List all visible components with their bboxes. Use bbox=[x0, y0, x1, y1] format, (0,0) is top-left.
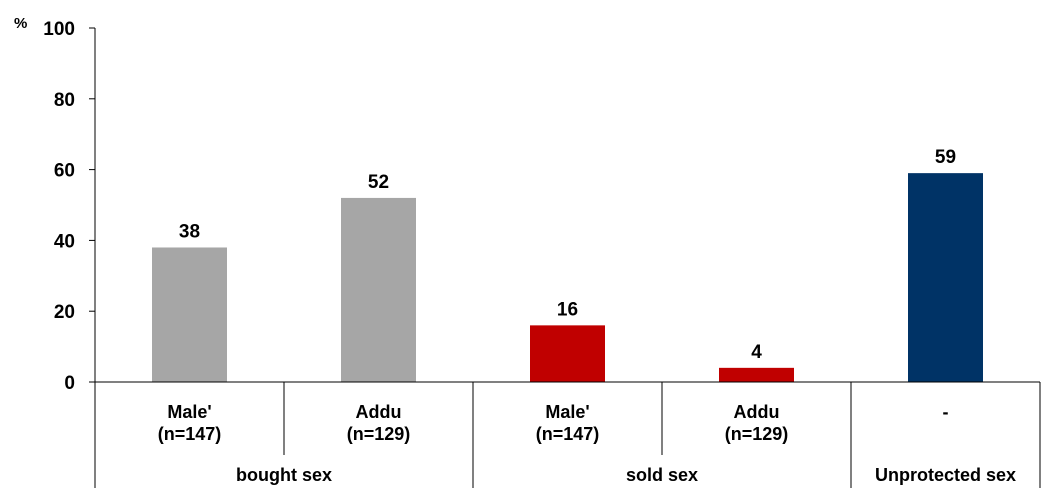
y-tick-label: 100 bbox=[43, 19, 75, 40]
category-sample-label: (n=147) bbox=[158, 424, 222, 444]
bar-value-label: 16 bbox=[557, 299, 578, 320]
group-label: bought sex bbox=[236, 465, 332, 485]
category-label: - bbox=[943, 402, 949, 422]
bar-value-label: 38 bbox=[179, 221, 200, 242]
y-tick-label: 0 bbox=[64, 373, 75, 394]
bar bbox=[530, 325, 605, 382]
y-tick-label: 80 bbox=[54, 90, 75, 111]
y-tick-label: 60 bbox=[54, 161, 75, 182]
category-label: Addu bbox=[356, 402, 402, 422]
bar bbox=[908, 173, 983, 382]
y-tick-label: 20 bbox=[54, 302, 75, 323]
category-label: Male' bbox=[167, 402, 211, 422]
category-axis: Male'(n=147)Addu(n=129)Male'(n=147)Addu(… bbox=[95, 381, 1041, 488]
bar bbox=[341, 197, 416, 382]
group-label: sold sex bbox=[626, 465, 698, 485]
category-label: Addu bbox=[734, 402, 780, 422]
bar-value-label: 59 bbox=[935, 147, 956, 168]
bar-value-label: 4 bbox=[751, 342, 762, 363]
group-label: Unprotected sex bbox=[875, 465, 1016, 485]
y-axis-unit-label: % bbox=[14, 15, 27, 32]
category-sample-label: (n=129) bbox=[347, 424, 411, 444]
category-sample-label: (n=129) bbox=[725, 424, 789, 444]
y-axis: 0 20 40 60 80 100% bbox=[14, 15, 96, 488]
bars: 38 52 16 4 59 bbox=[152, 147, 983, 382]
category-sample-label: (n=147) bbox=[536, 424, 600, 444]
category-label: Male' bbox=[545, 402, 589, 422]
bar-value-label: 52 bbox=[368, 172, 389, 193]
bar bbox=[719, 367, 794, 382]
bar bbox=[152, 247, 227, 382]
y-tick-label: 40 bbox=[54, 231, 75, 252]
